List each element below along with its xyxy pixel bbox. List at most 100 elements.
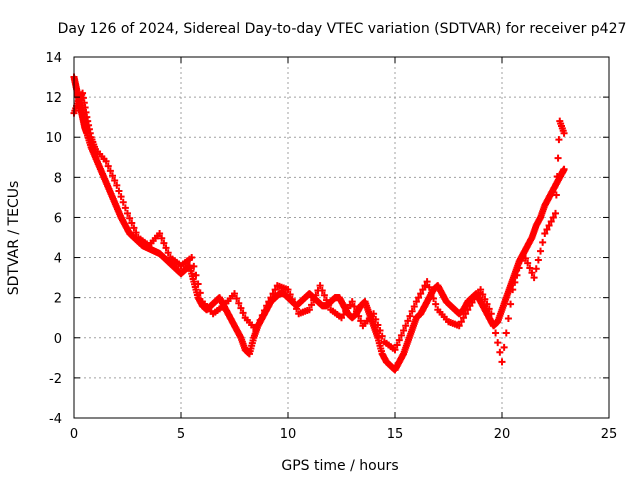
data-point <box>479 290 487 298</box>
plot-area <box>70 73 568 374</box>
data-point <box>509 286 517 294</box>
data-point <box>252 326 260 334</box>
data-point <box>293 305 301 313</box>
data-point <box>537 247 545 255</box>
data-point <box>308 301 316 309</box>
data-point <box>106 167 114 175</box>
data-point <box>507 300 515 308</box>
data-point <box>553 173 561 181</box>
data-point <box>350 302 358 310</box>
data-point <box>404 317 412 325</box>
data-point <box>423 278 431 286</box>
data-series <box>70 89 568 366</box>
data-point <box>316 282 324 290</box>
data-point <box>554 154 562 162</box>
data-point <box>410 302 418 310</box>
data-point <box>111 177 119 185</box>
y-tick-label: 4 <box>54 252 62 267</box>
data-point <box>395 336 403 344</box>
data-point <box>231 290 238 298</box>
data-point <box>132 229 140 237</box>
data-point <box>402 322 410 330</box>
data-point <box>430 294 438 302</box>
y-tick-label: -2 <box>49 372 62 387</box>
data-point <box>130 224 138 232</box>
data-point <box>477 286 485 294</box>
data-point <box>462 310 470 318</box>
data-point <box>511 278 519 286</box>
data-point <box>318 286 326 294</box>
data-point <box>158 234 166 242</box>
data-point <box>406 312 414 320</box>
data-point <box>427 289 435 297</box>
y-tick-label: 2 <box>54 292 62 307</box>
data-point <box>233 294 241 302</box>
data-point <box>190 262 198 270</box>
x-tick-label: 5 <box>177 427 185 442</box>
data-point <box>532 265 540 273</box>
y-tick-label: 10 <box>45 131 62 146</box>
data-point <box>483 300 491 308</box>
data-point <box>455 322 463 330</box>
data-point <box>325 301 333 309</box>
data-point <box>263 302 271 310</box>
data-point <box>519 250 527 258</box>
data-point <box>522 254 530 262</box>
data-point <box>552 209 559 217</box>
data-point <box>459 314 467 322</box>
data-point <box>549 213 557 221</box>
chart-title: Day 126 of 2024, Sidereal Day-to-day VTE… <box>58 21 627 37</box>
x-tick-label: 15 <box>387 427 404 442</box>
data-point <box>113 181 121 189</box>
data-point <box>417 290 425 298</box>
data-point <box>517 257 525 265</box>
data-point <box>545 221 553 229</box>
data-point <box>348 298 356 306</box>
data-point <box>432 300 440 308</box>
data-point <box>378 332 386 340</box>
data-point <box>288 295 296 303</box>
data-point <box>487 310 495 318</box>
data-series <box>70 73 568 374</box>
data-point <box>320 291 328 299</box>
y-axis-label: SDTVAR / TECUs <box>6 181 22 296</box>
data-point <box>408 307 416 315</box>
data-point <box>534 256 542 264</box>
data-point <box>310 296 318 304</box>
data-point <box>128 219 136 227</box>
data-point <box>419 286 427 294</box>
axis-ticks: 0 5 10 15 20 25 -4 -2 0 2 4 6 8 10 12 14 <box>45 51 617 442</box>
y-tick-label: 12 <box>45 91 62 106</box>
data-point <box>485 305 493 313</box>
data-point <box>560 165 568 173</box>
data-point <box>502 329 510 337</box>
y-tick-label: -4 <box>49 412 62 427</box>
data-point <box>258 311 266 319</box>
y-tick-label: 8 <box>54 171 62 186</box>
data-point <box>271 286 279 294</box>
data-point <box>515 264 523 272</box>
data-point <box>188 254 196 262</box>
data-point <box>357 317 365 325</box>
x-tick-label: 20 <box>494 427 511 442</box>
data-point <box>425 283 433 291</box>
y-tick-label: 14 <box>45 51 62 66</box>
data-point <box>192 271 200 279</box>
data-point <box>374 321 382 329</box>
data-point <box>124 209 131 217</box>
data-point <box>265 298 273 306</box>
data-point <box>323 296 331 304</box>
data-point <box>415 294 423 302</box>
data-point <box>102 157 110 165</box>
data-point <box>370 310 378 318</box>
data-point <box>496 348 504 356</box>
data-point <box>267 294 275 302</box>
data-point <box>260 307 268 315</box>
data-point <box>286 290 294 298</box>
x-tick-label: 0 <box>70 427 78 442</box>
data-point <box>119 198 127 206</box>
data-point <box>457 318 465 326</box>
y-tick-label: 6 <box>54 211 62 226</box>
